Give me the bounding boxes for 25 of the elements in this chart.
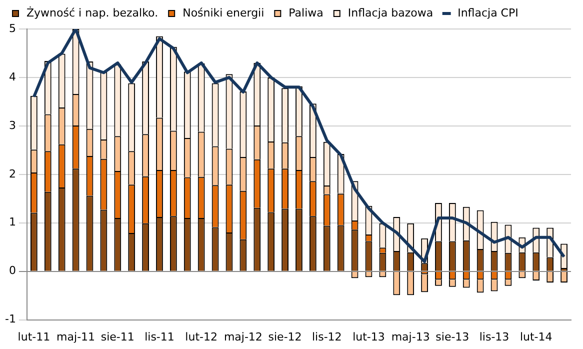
y-tick-label: 1	[8, 216, 16, 229]
x-tick-label: lut-13	[352, 330, 385, 344]
x-tick-label: lis-11	[144, 330, 174, 344]
x-tick-label: sie-12	[268, 330, 302, 344]
y-tick-label: 3	[8, 118, 16, 132]
x-tick-label: lut-12	[185, 330, 218, 344]
y-tick-label: 0	[8, 264, 16, 278]
x-tick-label: lut-14	[520, 330, 552, 344]
x-tick-label: maj-11	[56, 330, 96, 344]
legend-label: Nośniki energii	[182, 6, 264, 20]
legend-label: Inflacja CPI	[458, 6, 518, 20]
legend-label: Inflacja bazowa	[348, 6, 434, 20]
x-tick-label: maj-12	[224, 330, 262, 344]
x-tick-label: sie-11	[100, 330, 134, 344]
x-tick-label: maj-13	[391, 330, 430, 344]
legend-label: Żywność i nap. bezalko.	[26, 5, 158, 20]
legend-label: Paliwa	[288, 6, 324, 20]
y-tick-label: 5	[8, 22, 16, 35]
y-tick-label: 4	[8, 70, 16, 84]
x-tick-label: lis-12	[312, 330, 342, 344]
x-tick-label: sie-13	[436, 330, 470, 344]
x-tick-label: lut-11	[18, 330, 50, 344]
y-tick-label: -1	[5, 312, 16, 326]
y-tick-label: 2	[8, 167, 16, 180]
x-tick-label: lis-13	[479, 330, 510, 344]
